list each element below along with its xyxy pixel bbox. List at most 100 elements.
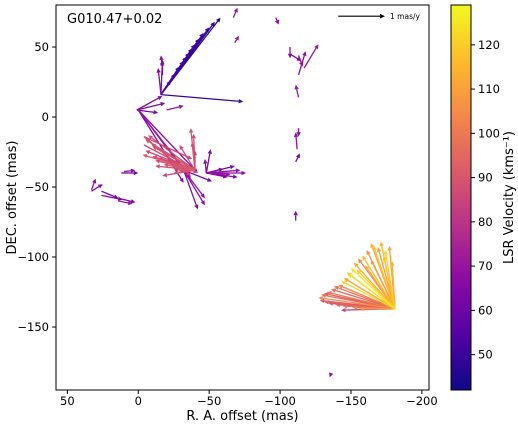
proper-motion-arrow <box>295 153 300 163</box>
arrow-shaft <box>234 39 238 44</box>
arrow-head <box>350 268 356 273</box>
proper-motion-arrow <box>287 47 293 59</box>
proper-motion-arrow <box>143 136 193 160</box>
arrow-head <box>187 155 193 160</box>
arrow-head <box>295 153 300 159</box>
arrow-shaft <box>136 97 159 111</box>
arrow-head <box>390 261 395 266</box>
colorbar-tick-label: 100 <box>478 126 500 140</box>
arrow-shaft <box>364 259 396 310</box>
proper-motion-arrow <box>350 268 396 310</box>
arrow-head <box>204 27 210 33</box>
arrow-head <box>241 170 247 176</box>
proper-motion-arrow <box>90 178 97 191</box>
proper-motion-arrow <box>160 93 244 104</box>
arrow-head <box>117 196 123 201</box>
arrow-head <box>235 168 241 173</box>
arrow-head <box>192 168 198 173</box>
arrow-head <box>178 104 184 110</box>
arrow-head <box>97 184 103 189</box>
y-tick-label: −150 <box>17 320 49 334</box>
arrow-shaft <box>297 55 302 63</box>
arrow-shaft <box>232 11 237 18</box>
arrow-head <box>207 177 213 182</box>
arrow-shaft <box>148 141 196 171</box>
colorbar-tick-label: 70 <box>478 259 493 273</box>
arrow-shaft <box>296 89 300 98</box>
arrow-head <box>362 255 367 261</box>
arrow-shaft <box>160 59 164 69</box>
arrow-head <box>157 96 163 101</box>
arrow-shaft <box>151 137 196 171</box>
arrow-head <box>302 51 307 57</box>
y-tick-label: −50 <box>25 180 49 194</box>
arrow-head <box>199 33 204 38</box>
source-annotation: G010.47+0.02 <box>67 12 162 27</box>
proper-motion-arrow <box>318 296 396 310</box>
arrow-head <box>343 278 349 283</box>
arrow-head <box>153 110 159 115</box>
x-axis-label: R. A. offset (mas) <box>186 409 298 424</box>
arrow-head <box>341 307 346 313</box>
arrow-shaft <box>181 148 196 171</box>
arrow-shaft <box>143 136 189 158</box>
arrow-head <box>234 35 239 41</box>
arrow-shaft <box>322 297 396 310</box>
arrow-head <box>207 149 212 155</box>
proper-motion-arrow <box>294 84 300 98</box>
arrow-head <box>294 84 299 90</box>
arrow-head <box>377 247 382 253</box>
arrow-head <box>148 135 154 140</box>
arrow-head <box>145 139 151 144</box>
arrow-shaft <box>295 157 299 163</box>
colorbar-tick-label: 110 <box>478 82 500 96</box>
x-tick-label: −200 <box>406 394 438 408</box>
arrow-shaft <box>331 292 396 310</box>
arrow-head <box>296 132 301 137</box>
arrow-head <box>233 7 238 13</box>
arrow-head <box>194 38 200 44</box>
y-axis: 50 0 −50 −100 −150 <box>17 40 56 334</box>
proper-motion-arrow <box>234 35 239 44</box>
x-axis: 50 0 −50 −100 −150 −200 <box>60 390 438 408</box>
colorbar-tick-label: 120 <box>478 38 500 52</box>
arrow-head <box>191 133 196 139</box>
arrow-head <box>142 153 148 159</box>
proper-motion-arrow <box>370 259 396 310</box>
arrow-shaft <box>91 186 100 192</box>
proper-motion-arrow <box>160 80 171 95</box>
arrow-head <box>194 204 199 210</box>
arrow-head <box>229 164 235 170</box>
arrow-head <box>133 170 139 176</box>
arrow-head <box>314 44 319 50</box>
arrow-head <box>353 262 359 268</box>
arrow-head <box>274 19 280 25</box>
arrow-head <box>366 250 371 256</box>
arrow-head <box>348 273 354 279</box>
arrow-head <box>329 372 334 378</box>
arrow-head <box>387 245 392 251</box>
arrow-shaft <box>385 254 396 309</box>
arrow-head <box>179 145 184 150</box>
arrow-shaft <box>295 136 298 150</box>
proper-motion-arrow <box>136 101 166 111</box>
arrow-head <box>370 259 375 265</box>
arrow-head <box>359 306 365 311</box>
proper-motion-arrow <box>156 68 162 95</box>
proper-motion-arrow <box>297 55 304 67</box>
arrow-shaft <box>160 83 169 95</box>
arrow-head <box>358 258 363 264</box>
arrow-head <box>232 174 238 179</box>
arrow-head <box>326 290 332 296</box>
arrow-head <box>225 171 231 177</box>
arrow-head <box>210 21 215 27</box>
arrow-shaft <box>160 65 163 95</box>
arrow-head <box>155 164 160 169</box>
arrow-head <box>319 298 325 304</box>
y-tick-label: 0 <box>42 110 49 124</box>
arrow-head <box>333 285 339 291</box>
proper-motion-arrow <box>145 139 196 171</box>
arrow-head <box>173 170 179 175</box>
arrow-head <box>373 245 378 251</box>
